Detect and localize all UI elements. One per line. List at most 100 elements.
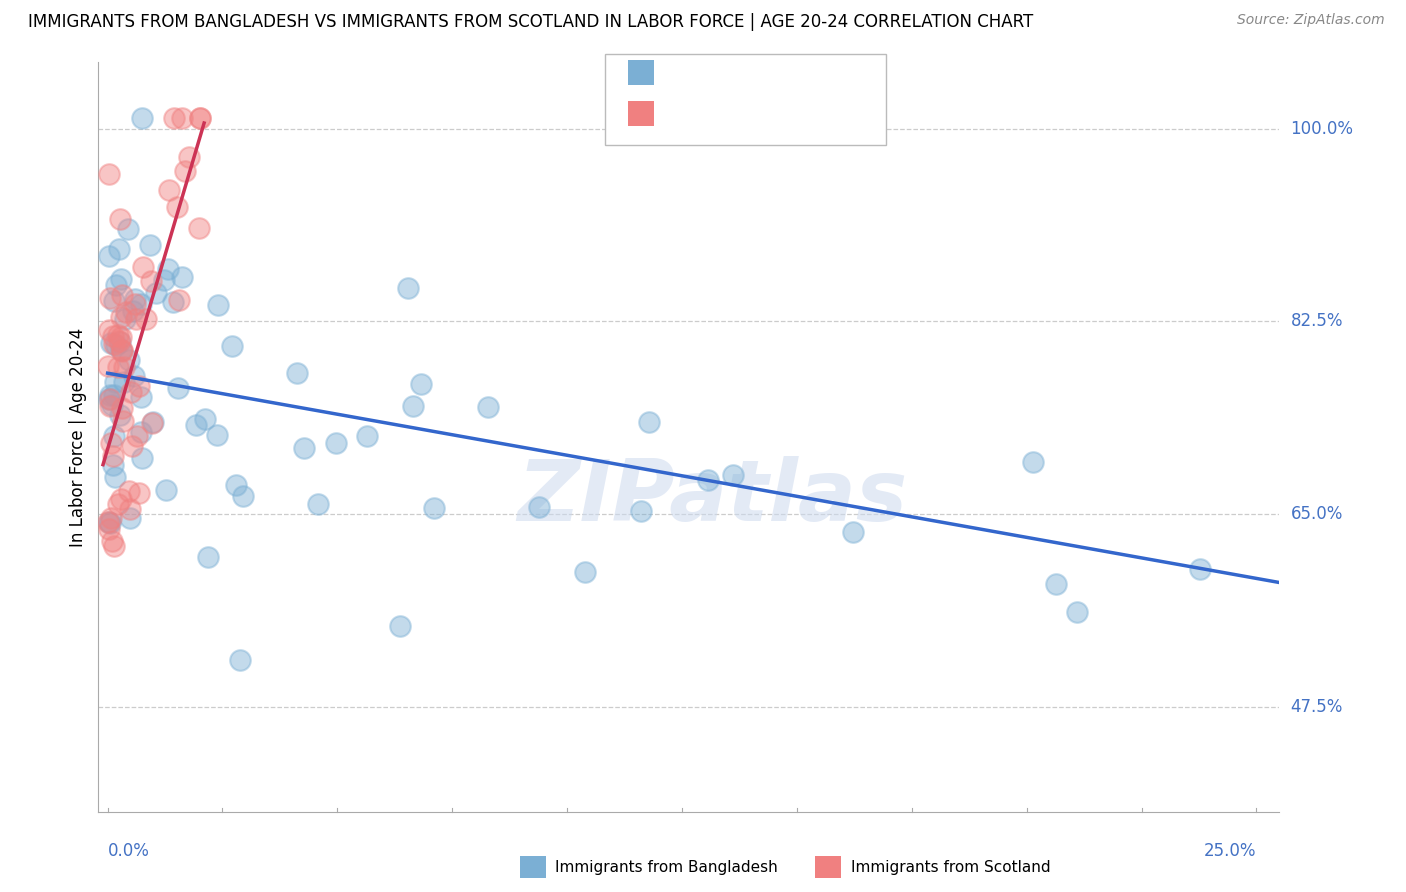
Point (842, 524, 865, 539)
Point (125, 429, 148, 443)
Point (107, 334, 129, 348)
Point (110, 408, 132, 422)
Point (97, 522, 120, 536)
Point (389, 619, 412, 633)
Point (356, 429, 378, 443)
Point (100, 335, 122, 350)
Point (98, 400, 121, 414)
Y-axis label: In Labor Force | Age 20-24: In Labor Force | Age 20-24 (69, 327, 87, 547)
Point (103, 429, 125, 443)
Point (101, 328, 124, 343)
Point (112, 375, 135, 389)
Point (1021, 455, 1043, 469)
Point (173, 164, 195, 178)
Point (131, 450, 153, 465)
Point (129, 425, 152, 439)
Point (170, 111, 193, 125)
Point (132, 260, 155, 274)
Point (124, 312, 146, 326)
Point (401, 400, 423, 414)
Point (118, 484, 141, 499)
Point (100, 534, 122, 549)
Point (188, 111, 211, 125)
Point (205, 428, 228, 442)
Point (225, 478, 247, 492)
Text: R =: R = (665, 104, 704, 122)
Point (105, 338, 128, 352)
Point (101, 398, 124, 412)
Point (110, 343, 132, 357)
Point (193, 412, 215, 426)
Text: N =: N = (769, 104, 821, 122)
Point (285, 366, 308, 380)
Point (97, 323, 120, 337)
Point (97, 359, 120, 373)
Point (477, 401, 499, 415)
Point (98, 167, 121, 181)
Point (131, 390, 153, 404)
Point (121, 440, 143, 454)
Point (110, 272, 132, 286)
Point (128, 379, 150, 393)
Point (207, 298, 229, 312)
Point (104, 375, 127, 389)
Point (630, 504, 652, 518)
Point (101, 458, 124, 473)
Point (163, 111, 186, 125)
Point (114, 311, 136, 326)
Point (155, 483, 177, 497)
Point (107, 359, 129, 374)
Text: 0.501: 0.501 (704, 104, 768, 122)
Text: 47.5%: 47.5% (1291, 698, 1343, 716)
Point (111, 343, 134, 357)
Point (188, 111, 211, 125)
Point (128, 486, 150, 500)
Point (103, 539, 125, 553)
Point (104, 278, 127, 293)
Point (131, 111, 153, 125)
Point (103, 449, 125, 463)
Point (108, 212, 131, 227)
Point (232, 489, 254, 503)
Point (221, 338, 243, 352)
Point (637, 416, 659, 430)
Point (141, 416, 163, 430)
Point (107, 328, 129, 343)
Point (124, 297, 146, 311)
Text: N =: N = (769, 63, 821, 81)
Point (574, 566, 596, 580)
Point (112, 359, 135, 374)
Point (162, 295, 184, 310)
Point (111, 401, 134, 416)
Point (1066, 605, 1088, 619)
Point (179, 150, 201, 164)
Point (167, 381, 190, 395)
Point (114, 304, 136, 318)
Text: IMMIGRANTS FROM BANGLADESH VS IMMIGRANTS FROM SCOTLAND IN LABOR FORCE | AGE 20-2: IMMIGRANTS FROM BANGLADESH VS IMMIGRANTS… (28, 13, 1033, 31)
Point (184, 418, 207, 433)
Text: 53: 53 (815, 104, 841, 122)
Point (409, 377, 432, 392)
Point (142, 415, 165, 429)
Point (139, 237, 162, 252)
Point (107, 497, 129, 511)
Point (1045, 577, 1067, 591)
Point (98, 515, 121, 529)
Point (100, 436, 122, 450)
Point (228, 653, 250, 667)
Point (157, 262, 180, 277)
Point (121, 304, 143, 318)
Text: Source: ZipAtlas.com: Source: ZipAtlas.com (1237, 13, 1385, 28)
Text: 0.0%: 0.0% (108, 842, 149, 860)
Point (721, 467, 744, 482)
Point (422, 501, 444, 516)
Point (120, 502, 142, 516)
Point (122, 369, 145, 384)
Point (98, 291, 121, 305)
Point (97, 516, 120, 530)
Text: 25.0%: 25.0% (1204, 842, 1257, 860)
Text: 73: 73 (815, 63, 841, 81)
Point (139, 274, 162, 288)
Point (111, 344, 134, 359)
Point (110, 330, 132, 344)
